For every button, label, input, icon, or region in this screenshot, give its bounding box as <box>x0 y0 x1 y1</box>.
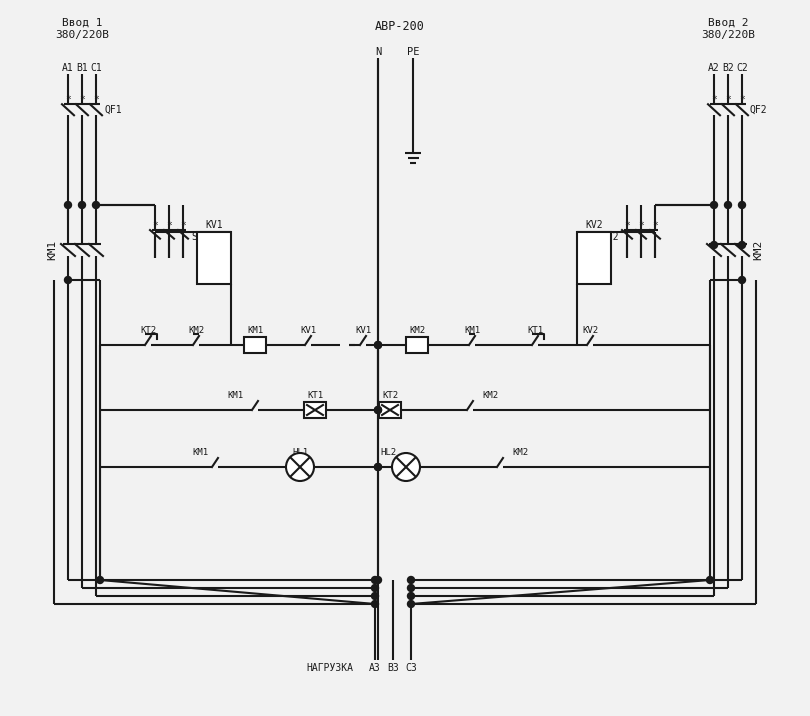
Circle shape <box>407 601 415 607</box>
Text: KM2: KM2 <box>512 448 528 457</box>
Text: *: * <box>180 221 186 231</box>
Circle shape <box>372 584 378 591</box>
Text: KM1: KM1 <box>227 390 243 400</box>
Circle shape <box>372 576 378 584</box>
Text: QF2: QF2 <box>750 105 768 115</box>
Text: A3: A3 <box>369 663 381 673</box>
Text: Ввод 1
380/220В: Ввод 1 380/220В <box>55 18 109 39</box>
Text: QF1: QF1 <box>104 105 122 115</box>
Text: PE: PE <box>407 47 420 57</box>
Text: *: * <box>152 221 158 231</box>
Text: KT1: KT1 <box>527 326 543 334</box>
Text: B: B <box>591 253 596 263</box>
Circle shape <box>65 276 71 284</box>
Circle shape <box>374 463 382 470</box>
Text: B3: B3 <box>387 663 399 673</box>
Text: C2: C2 <box>736 63 748 73</box>
Text: KT2: KT2 <box>382 390 398 400</box>
Text: KV2: KV2 <box>582 326 598 334</box>
Circle shape <box>710 241 718 248</box>
Text: *: * <box>739 95 745 105</box>
Circle shape <box>374 342 382 349</box>
Circle shape <box>92 201 100 208</box>
Text: C: C <box>211 266 216 276</box>
Circle shape <box>374 342 382 349</box>
Text: HL1: HL1 <box>292 448 308 457</box>
Bar <box>406 337 428 353</box>
Text: *: * <box>65 95 71 105</box>
Circle shape <box>96 576 104 584</box>
Text: C1: C1 <box>90 63 102 73</box>
Text: KV1: KV1 <box>205 220 223 230</box>
Text: НАГРУЗКА: НАГРУЗКА <box>306 663 353 673</box>
Text: *: * <box>638 221 644 231</box>
Circle shape <box>372 601 378 607</box>
Text: SF1: SF1 <box>191 231 209 241</box>
Text: KV2: KV2 <box>585 220 603 230</box>
Bar <box>197 232 231 284</box>
Text: SF2: SF2 <box>601 231 619 241</box>
Text: C: C <box>591 266 596 276</box>
Circle shape <box>739 276 745 284</box>
Circle shape <box>407 576 415 584</box>
Text: *: * <box>79 95 85 105</box>
Bar <box>379 402 401 418</box>
Text: KM1: KM1 <box>247 326 263 334</box>
Text: KM2: KM2 <box>753 240 763 260</box>
Text: KM1: KM1 <box>192 448 208 457</box>
Text: B2: B2 <box>723 63 734 73</box>
Bar <box>577 232 611 284</box>
Text: *: * <box>166 221 172 231</box>
Circle shape <box>407 584 415 591</box>
Text: A: A <box>211 241 216 249</box>
Circle shape <box>374 463 382 470</box>
Circle shape <box>739 241 745 248</box>
Bar <box>304 402 326 418</box>
Text: *: * <box>624 221 630 231</box>
Circle shape <box>392 453 420 481</box>
Text: KM2: KM2 <box>482 390 498 400</box>
Text: Ввод 2
380/220В: Ввод 2 380/220В <box>701 18 755 39</box>
Text: *: * <box>711 95 717 105</box>
Text: KM2: KM2 <box>188 326 204 334</box>
Text: *: * <box>93 95 99 105</box>
Text: A1: A1 <box>62 63 74 73</box>
Circle shape <box>407 593 415 599</box>
Text: C3: C3 <box>405 663 417 673</box>
Circle shape <box>724 201 731 208</box>
Circle shape <box>79 201 86 208</box>
Text: *: * <box>725 95 731 105</box>
Text: KM2: KM2 <box>409 326 425 334</box>
Circle shape <box>65 201 71 208</box>
Text: B1: B1 <box>76 63 87 73</box>
Text: HL2: HL2 <box>380 448 396 457</box>
Text: A2: A2 <box>708 63 720 73</box>
Circle shape <box>372 593 378 599</box>
Circle shape <box>374 407 382 414</box>
Circle shape <box>374 407 382 414</box>
Bar <box>244 337 266 353</box>
Circle shape <box>286 453 314 481</box>
Text: KV1: KV1 <box>355 326 371 334</box>
Text: KV1: KV1 <box>300 326 316 334</box>
Text: АВР-200: АВР-200 <box>375 20 425 33</box>
Text: B: B <box>211 253 216 263</box>
Circle shape <box>710 201 718 208</box>
Text: KT2: KT2 <box>140 326 156 334</box>
Circle shape <box>739 201 745 208</box>
Text: N: N <box>375 47 382 57</box>
Circle shape <box>706 576 714 584</box>
Text: *: * <box>652 221 658 231</box>
Text: KM1: KM1 <box>464 326 480 334</box>
Text: KT1: KT1 <box>307 390 323 400</box>
Circle shape <box>374 576 382 584</box>
Text: KM1: KM1 <box>47 240 57 260</box>
Text: A: A <box>591 241 596 249</box>
